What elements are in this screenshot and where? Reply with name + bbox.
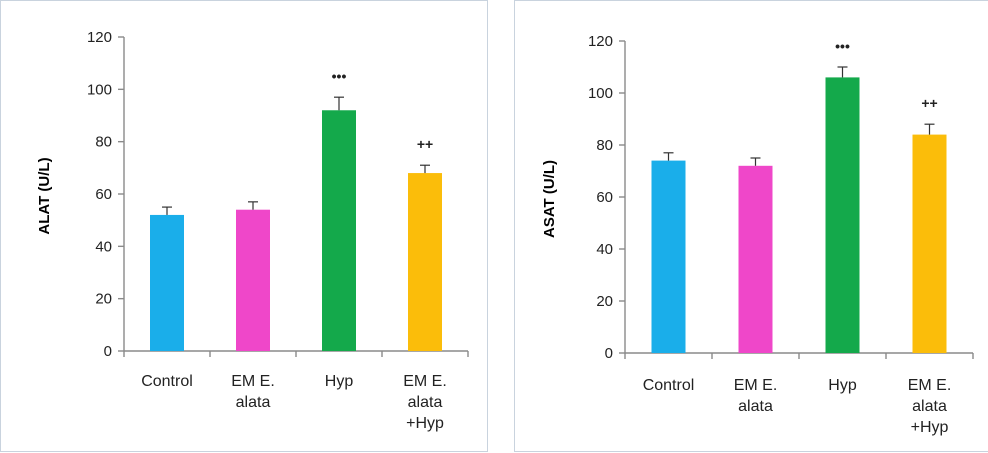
y-tick-label: 120 xyxy=(87,29,112,46)
y-tick-label: 60 xyxy=(95,186,112,203)
y-tick-label: 20 xyxy=(95,291,112,308)
y-tick-label: 40 xyxy=(596,241,613,258)
bar-4 xyxy=(912,134,947,353)
y-tick-label: 120 xyxy=(588,33,613,50)
bar-2 xyxy=(738,165,773,353)
significance-marker: ••• xyxy=(835,38,850,54)
y-tick-label: 20 xyxy=(596,293,613,310)
x-category-label: EM E. xyxy=(403,373,447,390)
bar-3 xyxy=(825,77,860,354)
x-category-label: alata xyxy=(236,394,271,411)
significance-marker: ••• xyxy=(332,68,347,84)
alat-bar-chart: 0 20 40 60 80 100 120 ALAT (U/L) Control EM E. ala… xyxy=(36,29,469,432)
y-tick-label: 80 xyxy=(596,137,613,154)
y-axis-label: ASAT (U/L) xyxy=(541,160,558,238)
chart-panel-asat: 0 20 40 60 80 100 120 ASAT (U/L) Control EM E. ala… xyxy=(514,0,988,452)
bar-1 xyxy=(651,160,686,353)
y-tick-label: 100 xyxy=(87,81,112,98)
x-category-label: +Hyp xyxy=(406,415,444,432)
x-category-label: EM E. xyxy=(908,377,952,394)
y-axis-label: ALAT (U/L) xyxy=(36,157,53,234)
chart-panel-alat: 0 20 40 60 80 100 120 ALAT (U/L) Control EM E. ala… xyxy=(0,0,488,452)
x-category-label: +Hyp xyxy=(911,419,949,436)
x-category-label: alata xyxy=(738,398,773,415)
x-category-label: Hyp xyxy=(828,377,857,394)
x-category-label: Hyp xyxy=(325,373,354,390)
y-tick-label: 0 xyxy=(104,343,112,360)
x-category-label: EM E. xyxy=(734,377,778,394)
asat-bar-chart: 0 20 40 60 80 100 120 ASAT (U/L) Control EM E. ala… xyxy=(541,33,974,436)
x-category-label: alata xyxy=(408,394,443,411)
x-category-label: Control xyxy=(643,377,695,394)
bar-2 xyxy=(236,209,270,351)
y-tick-label: 40 xyxy=(95,238,112,255)
bar-1 xyxy=(150,214,184,351)
y-tick-label: 60 xyxy=(596,189,613,206)
significance-marker: ++ xyxy=(921,95,937,111)
x-category-label: EM E. xyxy=(231,373,275,390)
y-tick-label: 100 xyxy=(588,85,613,102)
bar-4 xyxy=(408,173,442,351)
x-category-label: alata xyxy=(912,398,947,415)
y-tick-label: 0 xyxy=(605,345,613,362)
significance-marker: ++ xyxy=(417,136,433,152)
bar-3 xyxy=(322,110,356,352)
y-tick-label: 80 xyxy=(95,134,112,151)
x-category-label: Control xyxy=(141,373,193,390)
